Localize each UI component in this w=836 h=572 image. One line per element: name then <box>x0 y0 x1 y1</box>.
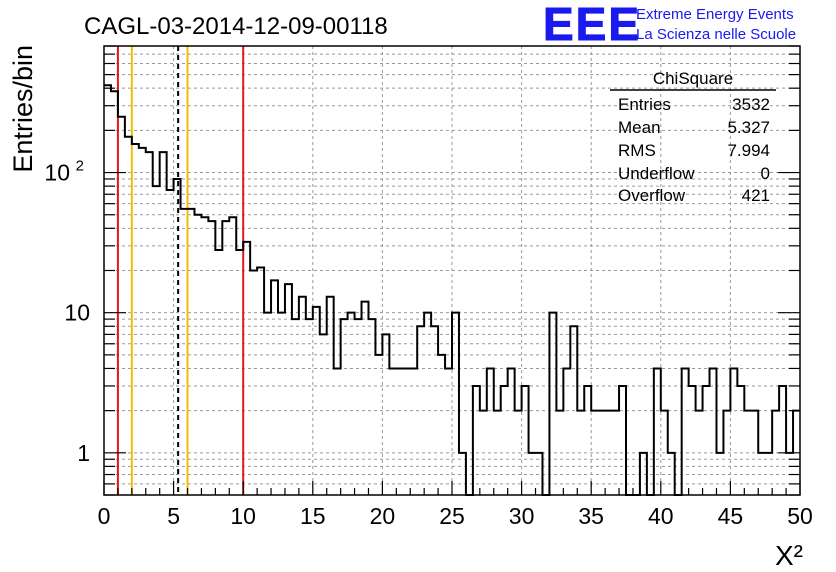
x-tick-label: 40 <box>648 503 674 529</box>
logo-mark: EEE <box>543 0 641 50</box>
stats-label-underflow: Underflow <box>618 164 695 183</box>
stats-value-underflow: 0 <box>761 164 770 183</box>
y-tick-label: 10 <box>64 300 90 326</box>
x-tick-label: 50 <box>787 503 813 529</box>
stats-value-entries: 3532 <box>732 95 770 114</box>
stats-label-rms: RMS <box>618 141 656 160</box>
stats-value-mean: 5.327 <box>727 118 770 137</box>
x-tick-label: 35 <box>578 503 604 529</box>
logo-line1: Extreme Energy Events <box>636 6 794 23</box>
x-tick-label: 20 <box>370 503 396 529</box>
stats-value-overflow: 421 <box>742 186 770 205</box>
y-tick-label-exponent: 2 <box>76 158 84 175</box>
x-axis-label: X² <box>775 540 803 571</box>
stats-label-mean: Mean <box>618 118 661 137</box>
stats-label-entries: Entries <box>618 95 671 114</box>
x-tick-label: 45 <box>718 503 744 529</box>
stats-value-rms: 7.994 <box>727 141 770 160</box>
stats-title: ChiSquare <box>653 69 733 88</box>
stats-box: ChiSquare Entries 3532 Mean 5.327 RMS 7.… <box>610 69 776 205</box>
y-tick-labels: 1 10 10 2 <box>44 158 90 466</box>
logo-line2: La Scienza nelle Scuole <box>636 26 796 43</box>
x-tick-labels: 0 5 10 15 20 25 30 35 40 45 50 <box>98 503 813 529</box>
x-tick-label: 30 <box>509 503 535 529</box>
grid <box>104 45 800 496</box>
x-tick-label: 10 <box>230 503 256 529</box>
y-axis-label: Entries/bin <box>8 45 38 173</box>
stats-label-overflow: Overflow <box>618 186 686 205</box>
eee-logo: EEE Extreme Energy Events La Scienza nel… <box>543 0 797 51</box>
x-tick-label: 5 <box>167 503 180 529</box>
axis-ticks <box>103 45 801 496</box>
x-tick-label: 15 <box>300 503 326 529</box>
y-tick-label: 1 <box>77 440 90 466</box>
x-tick-label: 25 <box>439 503 465 529</box>
chart-title: CAGL-03-2014-12-09-00118 <box>84 13 388 40</box>
reference-lines <box>116 46 245 495</box>
histogram-series <box>104 84 800 496</box>
x-tick-label: 0 <box>98 503 111 529</box>
y-tick-label: 10 <box>44 160 70 186</box>
